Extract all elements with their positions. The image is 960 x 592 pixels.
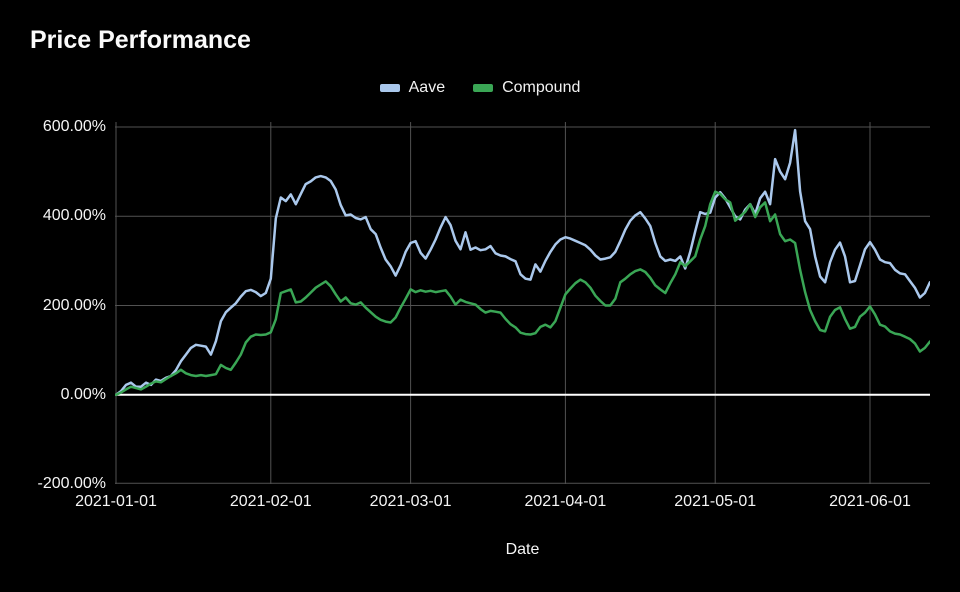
aave-line-swatch-icon	[379, 84, 400, 92]
price-performance-chart	[115, 122, 930, 484]
x-tick-apr: 2021-04-01	[524, 493, 607, 510]
compound-line-swatch-icon	[473, 84, 494, 92]
aave-line	[115, 128, 930, 397]
x-tick-may: 2021-05-01	[674, 493, 757, 510]
chart-title: Price Performance	[30, 26, 251, 54]
y-tick-200: 200.00%	[42, 296, 106, 314]
chart-legend: Aave Compound	[0, 79, 960, 97]
y-tick-0: 0.00%	[60, 385, 106, 403]
legend-item-compound[interactable]: Compound	[473, 79, 580, 97]
y-tick-400: 400.00%	[42, 207, 106, 225]
legend-item-aave[interactable]: Aave	[379, 79, 446, 97]
x-tick-jan: 2021-01-01	[75, 493, 157, 510]
x-axis-title: Date	[505, 541, 540, 558]
x-tick-mar: 2021-03-01	[369, 493, 452, 510]
y-tick-600: 600.00%	[42, 118, 106, 135]
legend-label-aave: Aave	[408, 79, 446, 96]
legend-label-compound: Compound	[502, 79, 581, 96]
y-tick-neg200: -200.00%	[37, 475, 107, 492]
x-tick-feb: 2021-02-01	[229, 493, 312, 510]
compound-line	[115, 190, 930, 397]
x-tick-jun: 2021-06-01	[829, 493, 911, 510]
